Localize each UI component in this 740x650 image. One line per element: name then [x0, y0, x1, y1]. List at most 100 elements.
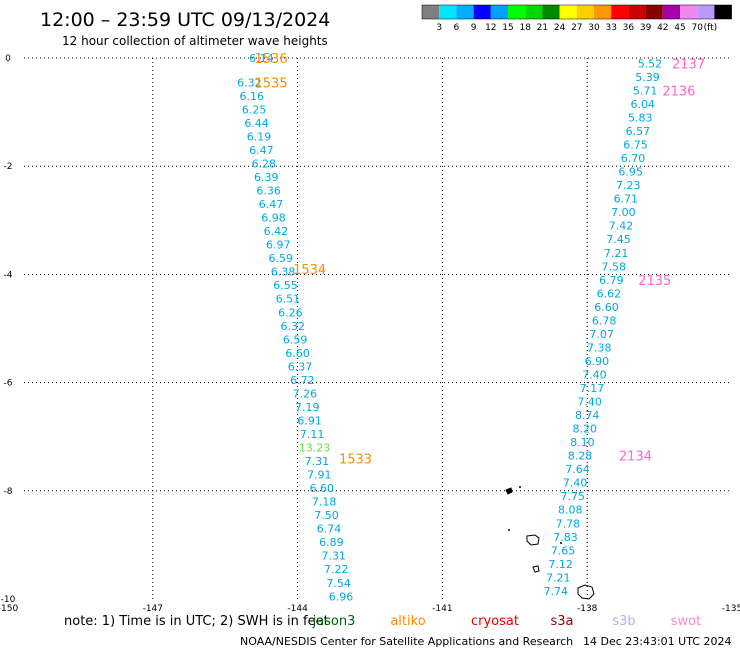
footnote: note: 1) Time is in UTC; 2) SWH is in fe…: [64, 614, 329, 629]
satellite-name: s3b: [612, 614, 635, 629]
time-label: 1534: [293, 263, 326, 278]
wave-height-value: 6.72: [290, 374, 315, 387]
wave-height-value: 8.28: [568, 450, 593, 463]
x-tick-label: -138: [577, 604, 598, 614]
wave-height-value: 6.39: [254, 171, 279, 184]
time-label: 2135: [638, 274, 671, 289]
time-label: 1533: [339, 452, 372, 467]
wave-height-value: 7.23: [616, 179, 641, 192]
legend-swatch: [680, 5, 698, 19]
island-shape: [505, 487, 513, 495]
wave-height-value: 6.44: [244, 117, 269, 130]
legend-tick-label: 9: [471, 23, 477, 33]
wave-height-value: 7.31: [305, 455, 330, 468]
legend-swatch: [594, 5, 612, 19]
y-tick-label: -4: [4, 270, 13, 280]
wave-height-value: 7.12: [548, 558, 573, 571]
wave-height-value: 6.70: [621, 152, 646, 165]
wave-height-value: 6.62: [597, 287, 622, 300]
legend-frame: [421, 4, 732, 20]
legend-swatch: [576, 5, 594, 19]
wave-height-value: 7.58: [601, 260, 626, 273]
wave-height-value: 8.74: [575, 409, 600, 422]
color-legend: 3 6 9 12 15 18 21 24 27 30 33 36 39 42 45 70 (ft): [421, 4, 732, 33]
wave-height-value: 6.96: [329, 590, 354, 603]
wave-height-value: 6.79: [599, 274, 624, 287]
wave-height-value: 6.74: [317, 523, 342, 536]
wave-height-value: 6.47: [249, 144, 274, 157]
x-tick-label: -144: [287, 604, 308, 614]
wave-height-value: 7.17: [580, 382, 605, 395]
wave-height-value: 6.16: [239, 90, 264, 103]
wave-height-value: 6.26: [278, 306, 303, 319]
wave-height-value: 6.28: [252, 157, 277, 170]
y-tick-label: -6: [4, 379, 13, 389]
wave-height-value: 7.83: [553, 531, 578, 544]
legend-tick-label: 15: [502, 23, 513, 33]
wave-height-value: 7.21: [546, 571, 571, 584]
legend-swatch: [422, 5, 440, 19]
wave-height-value: 6.95: [618, 166, 643, 179]
wave-height-value: 7.65: [551, 544, 576, 557]
island-outlines: [505, 486, 595, 600]
wave-height-value: 6.38: [271, 266, 296, 279]
time-label: 1535: [255, 76, 288, 91]
wave-height-value: 6.60: [309, 482, 334, 495]
wave-height-value: 6.90: [585, 355, 610, 368]
wave-height-value: 6.97: [266, 239, 291, 252]
wave-height-value: 7.40: [582, 368, 607, 381]
y-tick-label: -8: [4, 487, 13, 497]
wave-height-value: 6.32: [281, 320, 306, 333]
wave-height-value: 5.39: [635, 71, 660, 84]
legend-tick-label: 30: [588, 23, 600, 33]
wave-height-value: 8.08: [558, 504, 583, 517]
x-tick-label: -135: [722, 604, 740, 614]
legend-swatch: [662, 5, 680, 19]
legend-tick-label: 12: [485, 23, 496, 33]
chart-title: 12:00 – 23:59 UTC 09/13/2024: [40, 9, 330, 31]
wave-height-value: 13.23: [299, 442, 331, 455]
wave-height-value: 6.59: [283, 333, 308, 346]
satellite-legend: jason3 altiko cryosat s3a s3b swot: [312, 614, 702, 629]
legend-swatch: [525, 5, 543, 19]
island-dot: [508, 529, 510, 531]
wave-height-value: 7.42: [609, 220, 634, 233]
legend-tick-label: 24: [554, 23, 566, 33]
wave-height-value: 6.91: [297, 414, 322, 427]
wave-height-value: 7.64: [565, 463, 590, 476]
legend-tick-label: 36: [623, 23, 635, 33]
wave-height-value: 7.26: [293, 387, 318, 400]
wave-height-value: 6.32: [237, 76, 262, 89]
wave-height-value: 7.31: [322, 550, 347, 563]
island-shape: [526, 534, 540, 546]
wave-height-value: 6.89: [319, 536, 344, 549]
legend-swatch: [714, 5, 732, 19]
wave-height-value: 6.37: [288, 360, 313, 373]
island-dot: [519, 486, 521, 488]
x-tick-label: -147: [143, 604, 163, 614]
wave-height-value: 6.75: [623, 139, 648, 152]
wave-height-value: 6.60: [594, 301, 619, 314]
wave-height-value: 7.07: [589, 328, 614, 341]
island-shape: [532, 565, 540, 573]
legend-swatch: [439, 5, 457, 19]
chart-subtitle: 12 hour collection of altimeter wave hei…: [62, 34, 328, 48]
satellite-name: s3a: [550, 614, 573, 629]
y-tick-label: -2: [4, 162, 13, 172]
wave-height-value: 6.25: [242, 103, 267, 116]
wave-height-value: 7.50: [314, 509, 339, 522]
wave-height-value: 7.45: [606, 233, 631, 246]
wave-height-value: 7.54: [326, 577, 351, 590]
wave-height-value: 7.78: [556, 517, 581, 530]
legend-swatch: [490, 5, 508, 19]
wave-height-value: 7.91: [307, 469, 332, 482]
x-tick-label: -141: [432, 604, 452, 614]
legend-tick-label: 39: [640, 23, 652, 33]
wave-height-value: 6.98: [261, 212, 286, 225]
wave-height-value: 6.78: [592, 314, 617, 327]
wave-height-value: 6.36: [256, 185, 281, 198]
satellite-name: swot: [671, 614, 701, 629]
legend-swatch: [697, 5, 715, 19]
wave-height-value: 6.47: [259, 198, 284, 211]
